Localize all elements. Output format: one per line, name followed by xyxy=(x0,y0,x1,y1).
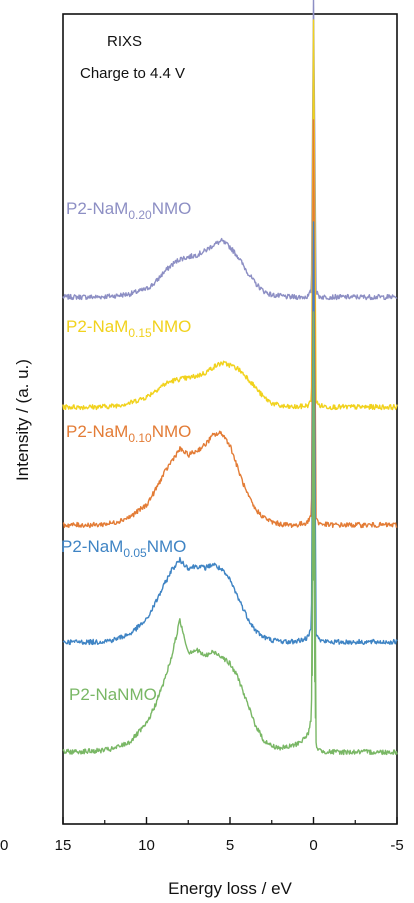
series-line-5 xyxy=(62,311,398,756)
series-line-2 xyxy=(62,19,398,411)
series-label-5: P2-NaNMO xyxy=(69,685,157,704)
annotation-rixs: RIXS xyxy=(107,33,142,50)
x-tick-label-4: -5 xyxy=(390,837,403,854)
x-tick-label-3: 0 xyxy=(309,837,317,854)
series-label-1: P2-NaM0.20NMO xyxy=(66,199,191,222)
series-label-4: P2-NaM0.05NMO xyxy=(61,537,186,560)
series-label-3: P2-NaM0.10NMO xyxy=(66,422,191,445)
series-label-2: P2-NaM0.15NMO xyxy=(66,317,191,340)
series-labels: P2-NaM0.20NMO P2-NaM0.15NMO P2-NaM0.10NMO P… xyxy=(61,199,191,704)
y-axis-title: Intensity / (a. u.) xyxy=(13,359,32,481)
annotation-charge: Charge to 4.4 V xyxy=(80,65,185,82)
series-line-1 xyxy=(62,0,398,301)
x-tick-label-0: 15 xyxy=(55,837,72,854)
x-tick-label-1: 10 xyxy=(138,837,155,854)
x-tick-label-2: 5 xyxy=(226,837,234,854)
x-axis-ticks: 15 10 5 0 -5 0 xyxy=(0,817,404,854)
x-tick-label-clipped: 0 xyxy=(0,837,8,854)
series-layer xyxy=(62,0,398,756)
x-axis-title: Energy loss / eV xyxy=(168,879,292,898)
series-line-4 xyxy=(62,221,398,646)
series-line-3 xyxy=(62,119,398,529)
